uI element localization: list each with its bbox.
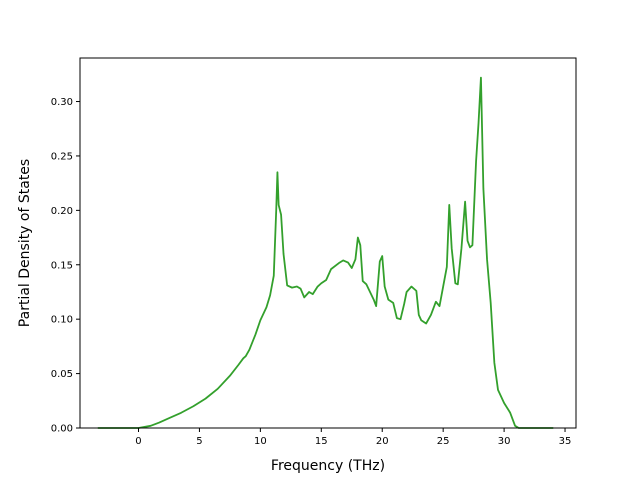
x-tick-label: 10	[254, 436, 267, 447]
pdos-series-line	[97, 76, 554, 429]
y-tick-label: 0.15	[51, 260, 73, 271]
x-tick-label: 20	[376, 436, 389, 447]
x-tick-label: 15	[315, 436, 328, 447]
x-tick-label: 0	[135, 436, 141, 447]
plot-area	[97, 76, 554, 429]
x-axis-label: Frequency (THz)	[271, 458, 385, 474]
y-tick-label: 0.00	[51, 424, 73, 435]
y-tick-label: 0.05	[51, 369, 73, 380]
x-tick-label: 5	[196, 436, 202, 447]
y-tick-label: 0.25	[51, 151, 73, 162]
x-tick-label: 25	[437, 436, 450, 447]
y-tick-label: 0.20	[51, 206, 73, 217]
x-tick-label: 35	[559, 436, 572, 447]
axes-frame	[79, 57, 577, 429]
axis-ticks: 0 5 10 15 20 25 30 35 0.00 0.05 0.10 0.15 0.20 0.25 0.…	[51, 97, 572, 447]
x-tick-label: 30	[498, 436, 511, 447]
y-axis-label: Partial Density of States	[17, 159, 33, 327]
y-tick-label: 0.30	[51, 97, 73, 108]
y-tick-label: 0.10	[51, 315, 73, 326]
